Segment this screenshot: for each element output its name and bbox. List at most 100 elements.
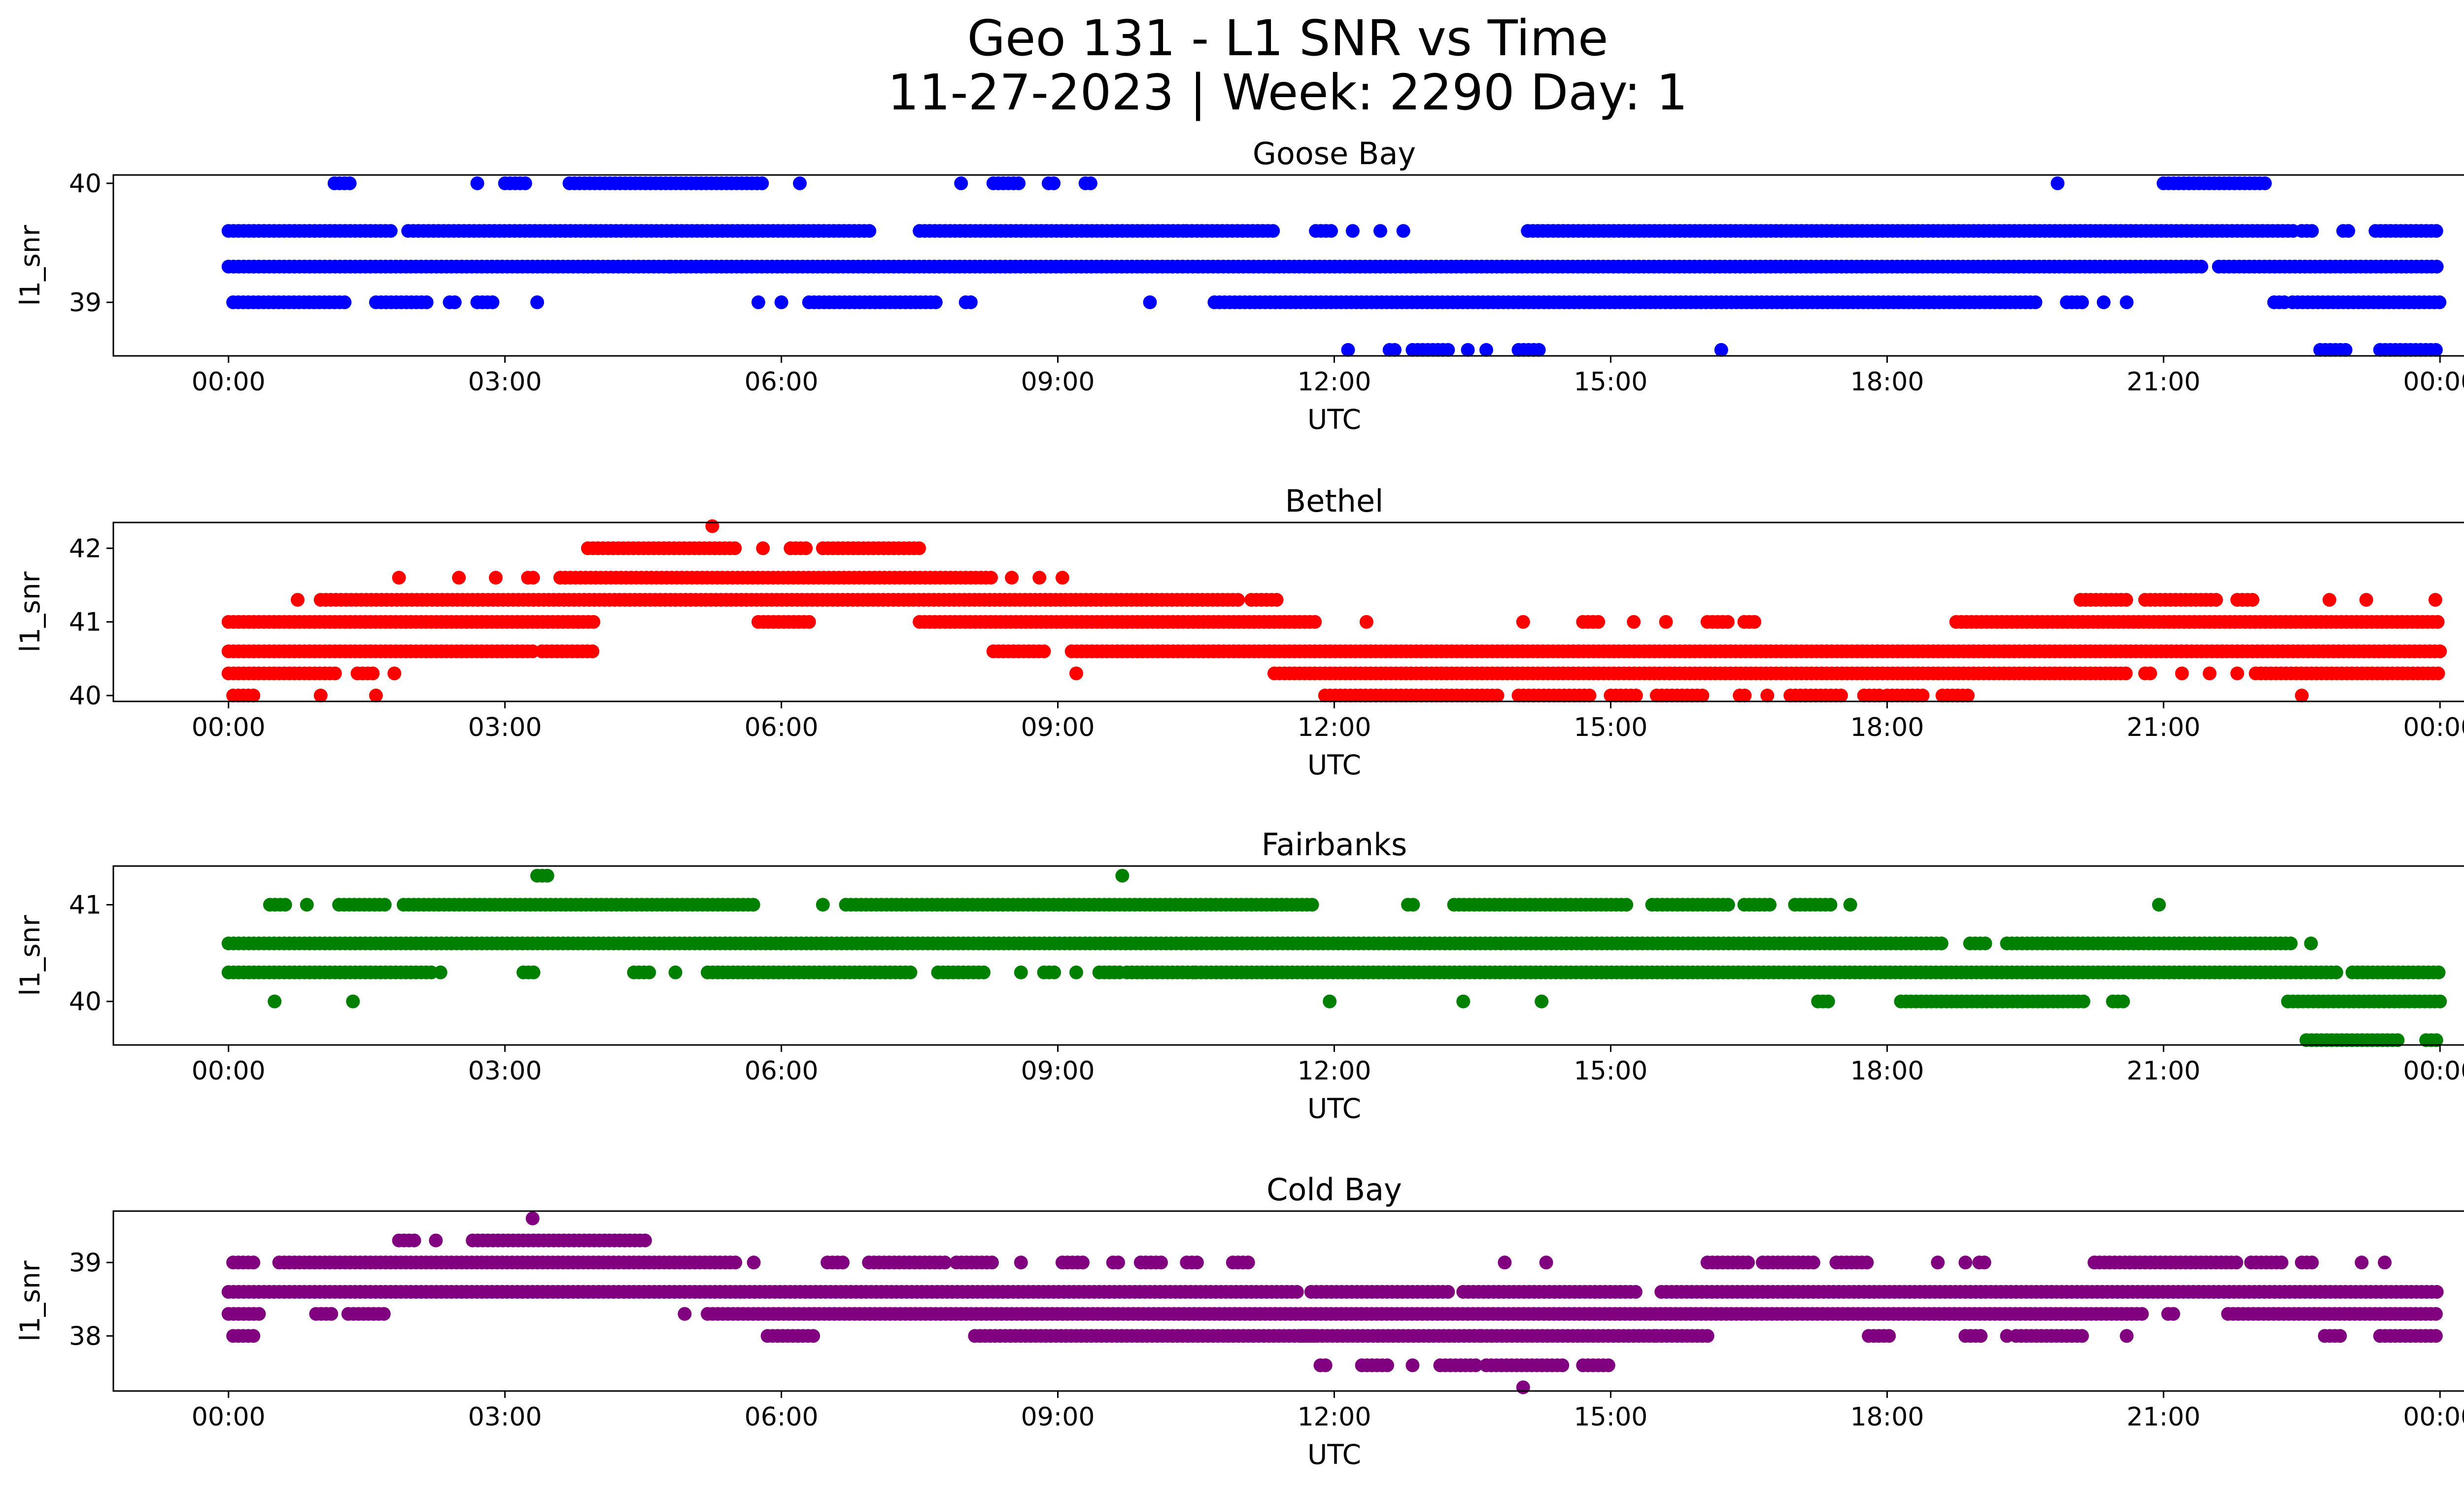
data-point: [1055, 571, 1069, 585]
data-point: [2028, 295, 2043, 310]
x-tick-label: 00:00: [192, 713, 266, 742]
x-tick-label: 21:00: [2126, 1056, 2200, 1086]
data-point: [2230, 666, 2244, 681]
data-point: [728, 541, 742, 556]
data-point: [678, 1307, 692, 1321]
data-point: [246, 1255, 261, 1270]
data-point: [328, 666, 342, 681]
data-point: [2429, 224, 2443, 238]
data-point: [1619, 898, 1634, 912]
data-point: [1532, 343, 1546, 357]
data-point: [2075, 1329, 2089, 1343]
data-point: [1974, 1329, 1988, 1343]
x-tick-label: 12:00: [1298, 713, 1371, 742]
x-tick-label: 18:00: [1850, 1056, 1924, 1086]
y-tick-label: 40: [69, 681, 102, 711]
data-point: [1806, 1255, 1820, 1270]
data-point: [1014, 1255, 1028, 1270]
axes-frame: [112, 865, 2464, 1046]
x-tick-label: 15:00: [1574, 713, 1648, 742]
data-point: [2116, 994, 2130, 1008]
data-point: [2355, 1255, 2369, 1270]
data-point: [1629, 689, 1643, 702]
data-point: [1582, 689, 1597, 702]
data-point: [2341, 224, 2356, 238]
data-point: [2359, 592, 2373, 607]
data-point: [1290, 1285, 1304, 1299]
data-point: [387, 666, 402, 681]
data-point: [433, 965, 447, 979]
data-point: [1005, 571, 1019, 585]
data-point: [1154, 1255, 1168, 1270]
data-point: [1388, 343, 1402, 357]
data-point: [1490, 689, 1505, 702]
data-point: [2119, 666, 2133, 681]
data-point: [419, 295, 434, 310]
data-point: [2143, 666, 2157, 681]
data-point: [278, 898, 292, 912]
data-point: [1498, 1255, 1512, 1270]
data-point: [1741, 1255, 1755, 1270]
x-axis-label: UTC: [1307, 1093, 1361, 1124]
data-point: [1821, 994, 1835, 1008]
data-point: [2274, 1255, 2289, 1270]
data-point: [1032, 571, 1047, 585]
data-point: [313, 689, 328, 702]
data-point: [2305, 224, 2319, 238]
data-point: [2051, 176, 2065, 190]
data-point: [862, 224, 877, 238]
data-point: [1860, 1255, 1874, 1270]
data-point: [338, 295, 352, 310]
data-point: [1012, 176, 1026, 190]
data-point: [2432, 295, 2447, 310]
data-point: [2175, 666, 2189, 681]
y-tick-label: 41: [69, 608, 102, 637]
data-point: [447, 295, 462, 310]
data-point: [2209, 592, 2223, 607]
x-tick-label: 21:00: [2126, 713, 2200, 742]
data-point: [252, 1307, 266, 1321]
y-tick-label: 42: [69, 534, 102, 563]
data-point: [928, 295, 943, 310]
figure-title-line1: Geo 131 - L1 SNR vs Time: [967, 9, 1608, 67]
x-tick-label: 00:00: [192, 1056, 266, 1086]
data-point: [2135, 1307, 2149, 1321]
data-point: [2428, 592, 2442, 607]
data-point: [2304, 937, 2318, 950]
data-point: [1695, 689, 1710, 702]
x-tick-label: 09:00: [1021, 367, 1095, 397]
data-point: [2294, 689, 2309, 702]
x-tick-label: 03:00: [468, 367, 542, 397]
data-point: [1961, 689, 1975, 702]
x-tick-label: 15:00: [1574, 367, 1648, 397]
data-point: [1539, 1255, 1553, 1270]
x-tick-label: 00:00: [2403, 713, 2464, 742]
y-tick-label: 39: [69, 288, 102, 317]
x-tick-label: 21:00: [2126, 367, 2200, 397]
data-point: [246, 689, 261, 702]
data-point: [2166, 1307, 2180, 1321]
data-point: [1721, 898, 1735, 912]
data-point: [751, 295, 765, 310]
data-point: [1324, 224, 1338, 238]
data-point: [470, 176, 484, 190]
data-point: [452, 571, 466, 585]
x-tick-label: 12:00: [1298, 1056, 1371, 1086]
data-point: [291, 592, 305, 607]
data-point: [2120, 295, 2134, 310]
subplot-title: Goose Bay: [1253, 136, 1416, 172]
data-point: [1516, 615, 1530, 629]
data-point: [2194, 259, 2208, 274]
x-tick-label: 00:00: [2403, 367, 2464, 397]
data-point: [530, 295, 545, 310]
data-point: [793, 176, 807, 190]
data-point: [489, 571, 503, 585]
data-point: [1345, 224, 1360, 238]
data-point: [977, 965, 991, 979]
data-point: [1231, 592, 1245, 607]
data-point: [2431, 965, 2446, 979]
y-tick-label: 40: [69, 169, 102, 199]
